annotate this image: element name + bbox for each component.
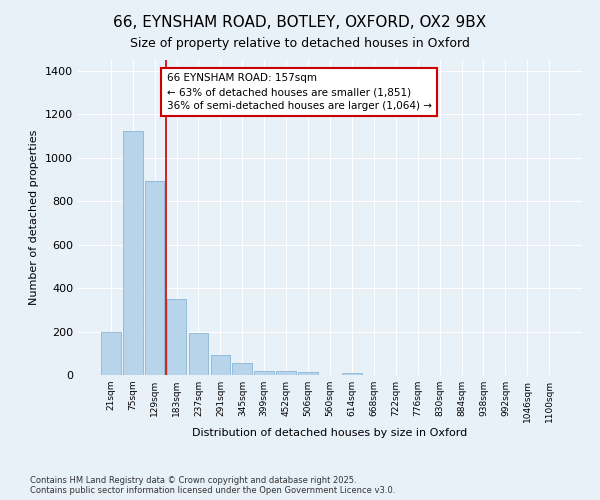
Bar [232, 363, 252, 375]
Bar [211, 356, 230, 375]
Text: Contains HM Land Registry data © Crown copyright and database right 2025.
Contai: Contains HM Land Registry data © Crown c… [30, 476, 395, 495]
Bar [167, 299, 187, 375]
Bar [101, 332, 121, 375]
Bar [298, 372, 318, 375]
X-axis label: Distribution of detached houses by size in Oxford: Distribution of detached houses by size … [193, 428, 467, 438]
Bar [276, 371, 296, 375]
Y-axis label: Number of detached properties: Number of detached properties [29, 130, 40, 305]
Bar [145, 180, 164, 375]
Text: 66 EYNSHAM ROAD: 157sqm
← 63% of detached houses are smaller (1,851)
36% of semi: 66 EYNSHAM ROAD: 157sqm ← 63% of detache… [167, 73, 431, 111]
Bar [254, 370, 274, 375]
Bar [123, 130, 143, 375]
Text: Size of property relative to detached houses in Oxford: Size of property relative to detached ho… [130, 38, 470, 51]
Bar [188, 332, 208, 375]
Text: 66, EYNSHAM ROAD, BOTLEY, OXFORD, OX2 9BX: 66, EYNSHAM ROAD, BOTLEY, OXFORD, OX2 9B… [113, 15, 487, 30]
Bar [342, 373, 362, 375]
